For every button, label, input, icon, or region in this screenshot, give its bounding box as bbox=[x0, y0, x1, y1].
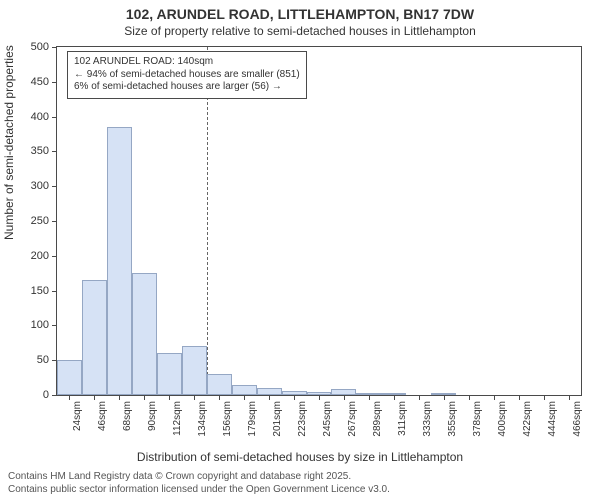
xtick-label: 422sqm bbox=[522, 401, 533, 437]
histogram-bar bbox=[82, 280, 107, 395]
xtick-line bbox=[119, 395, 120, 400]
xtick-label: 112sqm bbox=[172, 401, 183, 436]
ytick-line bbox=[52, 221, 57, 222]
xtick-line bbox=[444, 395, 445, 400]
xtick-label: 444sqm bbox=[547, 401, 558, 437]
y-axis-label: Number of semi-detached properties bbox=[2, 45, 16, 240]
ytick-line bbox=[52, 256, 57, 257]
xtick-label: 400sqm bbox=[497, 401, 508, 437]
xtick-line bbox=[344, 395, 345, 400]
ytick-label: 0 bbox=[43, 389, 49, 401]
xtick-label: 179sqm bbox=[247, 401, 258, 437]
xtick-line bbox=[294, 395, 295, 400]
xtick-label: 355sqm bbox=[447, 401, 458, 437]
xtick-line bbox=[194, 395, 195, 400]
xtick-line bbox=[469, 395, 470, 400]
chart-container: { "title_main": "102, ARUNDEL ROAD, LITT… bbox=[0, 0, 600, 500]
xtick-label: 156sqm bbox=[222, 401, 233, 437]
histogram-bar bbox=[257, 388, 282, 395]
xtick-label: 333sqm bbox=[422, 401, 433, 437]
ytick-line bbox=[52, 117, 57, 118]
ytick-line bbox=[52, 395, 57, 396]
ytick-label: 100 bbox=[31, 319, 49, 331]
xtick-line bbox=[269, 395, 270, 400]
xtick-line bbox=[519, 395, 520, 400]
ytick-line bbox=[52, 186, 57, 187]
xtick-line bbox=[94, 395, 95, 400]
histogram-bar bbox=[157, 353, 182, 395]
ytick-label: 500 bbox=[31, 41, 49, 53]
histogram-bar bbox=[232, 385, 257, 395]
xtick-label: 267sqm bbox=[347, 401, 358, 437]
ytick-label: 250 bbox=[31, 215, 49, 227]
license-text: Contains HM Land Registry data © Crown c… bbox=[8, 471, 390, 496]
xtick-label: 289sqm bbox=[372, 401, 383, 437]
xtick-line bbox=[569, 395, 570, 400]
ytick-label: 200 bbox=[31, 250, 49, 262]
ytick-label: 400 bbox=[31, 111, 49, 123]
xtick-line bbox=[394, 395, 395, 400]
x-axis-label: Distribution of semi-detached houses by … bbox=[0, 450, 600, 464]
xtick-label: 90sqm bbox=[147, 401, 158, 431]
xtick-label: 201sqm bbox=[272, 401, 283, 437]
xtick-label: 24sqm bbox=[72, 401, 83, 431]
histogram-bar bbox=[57, 360, 82, 395]
xtick-label: 223sqm bbox=[297, 401, 308, 437]
xtick-line bbox=[369, 395, 370, 400]
xtick-label: 378sqm bbox=[472, 401, 483, 437]
xtick-line bbox=[244, 395, 245, 400]
chart-title-main: 102, ARUNDEL ROAD, LITTLEHAMPTON, BN17 7… bbox=[0, 6, 600, 22]
histogram-bar bbox=[207, 374, 232, 395]
ytick-label: 450 bbox=[31, 76, 49, 88]
annotation-box: 102 ARUNDEL ROAD: 140sqm ← 94% of semi-d… bbox=[67, 51, 307, 99]
xtick-line bbox=[544, 395, 545, 400]
xtick-line bbox=[494, 395, 495, 400]
ytick-line bbox=[52, 151, 57, 152]
xtick-line bbox=[69, 395, 70, 400]
xtick-label: 245sqm bbox=[322, 401, 333, 437]
annotation-line2: ← 94% of semi-detached houses are smalle… bbox=[74, 69, 300, 82]
ytick-label: 350 bbox=[31, 145, 49, 157]
xtick-label: 311sqm bbox=[397, 401, 408, 436]
xtick-line bbox=[169, 395, 170, 400]
ytick-label: 150 bbox=[31, 285, 49, 297]
histogram-bar bbox=[182, 346, 207, 395]
xtick-label: 466sqm bbox=[572, 401, 583, 437]
annotation-line3: 6% of semi-detached houses are larger (5… bbox=[74, 81, 300, 94]
ytick-line bbox=[52, 47, 57, 48]
ytick-line bbox=[52, 325, 57, 326]
histogram-bar bbox=[132, 273, 157, 395]
license-line2: Contains public sector information licen… bbox=[8, 484, 390, 497]
ytick-line bbox=[52, 291, 57, 292]
xtick-label: 46sqm bbox=[97, 401, 108, 431]
ytick-label: 300 bbox=[31, 180, 49, 192]
plot-area: 102 ARUNDEL ROAD: 140sqm ← 94% of semi-d… bbox=[56, 46, 582, 396]
xtick-line bbox=[419, 395, 420, 400]
ytick-label: 50 bbox=[37, 354, 49, 366]
ytick-line bbox=[52, 82, 57, 83]
xtick-line bbox=[219, 395, 220, 400]
histogram-bar bbox=[107, 127, 132, 395]
chart-title-sub: Size of property relative to semi-detach… bbox=[0, 24, 600, 38]
xtick-line bbox=[144, 395, 145, 400]
xtick-label: 134sqm bbox=[197, 401, 208, 437]
reference-line bbox=[207, 47, 208, 395]
xtick-label: 68sqm bbox=[122, 401, 133, 431]
annotation-line1: 102 ARUNDEL ROAD: 140sqm bbox=[74, 56, 300, 69]
license-line1: Contains HM Land Registry data © Crown c… bbox=[8, 471, 390, 484]
xtick-line bbox=[319, 395, 320, 400]
